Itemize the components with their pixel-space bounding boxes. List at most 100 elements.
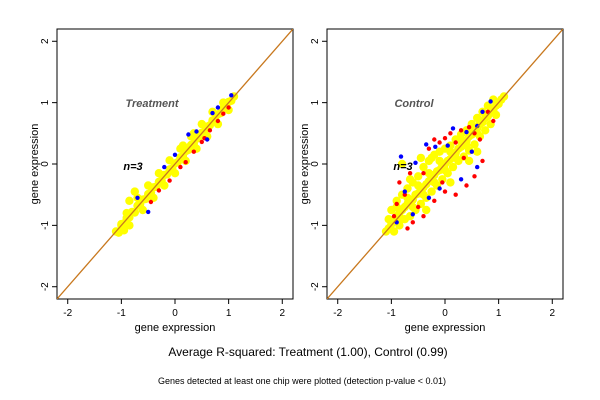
x-tick-label: 0 bbox=[442, 308, 448, 319]
red-data-point bbox=[480, 158, 485, 164]
yellow-data-point bbox=[219, 98, 228, 107]
yellow-data-point bbox=[422, 205, 431, 215]
yellow-data-point bbox=[138, 205, 147, 215]
yellow-data-point bbox=[430, 178, 439, 187]
yellow-data-point bbox=[165, 156, 174, 165]
yellow-data-point bbox=[419, 190, 428, 199]
yellow-data-point bbox=[481, 126, 490, 135]
y-tick-label: 1 bbox=[40, 99, 51, 105]
yellow-data-point bbox=[427, 153, 436, 163]
summary-caption: Average R-squared: Treatment (1.00), Con… bbox=[168, 345, 447, 359]
red-data-point bbox=[421, 214, 426, 219]
yellow-data-point bbox=[384, 215, 393, 224]
red-data-point bbox=[442, 136, 448, 141]
y-tick-label: -2 bbox=[310, 282, 321, 291]
red-data-point bbox=[461, 155, 466, 161]
blue-data-point bbox=[464, 129, 469, 135]
x-tick-label: 0 bbox=[172, 308, 178, 319]
blue-data-point bbox=[194, 129, 199, 134]
x-tick-label: -1 bbox=[117, 308, 126, 319]
blue-data-point bbox=[172, 152, 178, 157]
yellow-data-point bbox=[125, 221, 134, 230]
x-tick-label: -2 bbox=[63, 308, 72, 319]
x-tick-label: 1 bbox=[496, 308, 502, 319]
blue-data-point bbox=[135, 195, 140, 200]
sample-count-label: n=3 bbox=[393, 161, 412, 173]
control-scatter-panel: -2 -1 0 1 2 -2 -1 0 1 2 Control n=3 gene express… bbox=[299, 28, 564, 334]
y-tick-label: -1 bbox=[310, 220, 321, 229]
red-data-point bbox=[458, 128, 464, 133]
red-data-point bbox=[405, 226, 410, 231]
blue-data-point bbox=[469, 149, 474, 154]
sample-count-label: n=3 bbox=[123, 161, 142, 173]
red-data-point bbox=[156, 188, 162, 193]
x-tick-label: -2 bbox=[333, 308, 342, 319]
red-data-point bbox=[221, 111, 226, 116]
yellow-data-point bbox=[154, 169, 164, 178]
y-tick-label: 0 bbox=[310, 161, 321, 167]
blue-data-point bbox=[475, 164, 480, 170]
yellow-data-point bbox=[419, 162, 428, 172]
x-tick-label: -1 bbox=[387, 308, 396, 319]
yellow-data-point bbox=[491, 110, 501, 120]
red-data-point bbox=[440, 180, 445, 185]
yellow-data-point bbox=[144, 181, 153, 190]
yellow-data-point bbox=[483, 101, 493, 110]
yellow-data-point bbox=[473, 147, 482, 156]
blue-data-point bbox=[480, 109, 485, 115]
red-data-point bbox=[215, 118, 221, 124]
blue-data-point bbox=[458, 177, 464, 182]
blue-data-point bbox=[488, 99, 493, 104]
panel-title: Treatment bbox=[126, 98, 180, 110]
y-tick-label: -2 bbox=[40, 282, 51, 291]
red-data-point bbox=[148, 199, 154, 205]
yellow-data-point bbox=[178, 141, 188, 150]
red-data-point bbox=[402, 192, 407, 197]
identity-line bbox=[57, 29, 293, 299]
panel-title: Control bbox=[394, 98, 434, 110]
red-data-point bbox=[491, 118, 496, 124]
red-data-point bbox=[448, 131, 453, 136]
blue-data-point bbox=[205, 137, 210, 142]
red-data-point bbox=[410, 220, 415, 225]
yellow-data-point bbox=[397, 215, 407, 224]
y-tick-label: 2 bbox=[310, 38, 321, 44]
y-tick-label: -1 bbox=[40, 220, 51, 229]
red-data-point bbox=[207, 128, 213, 133]
y-axis-title: gene expression bbox=[299, 124, 311, 205]
red-data-point bbox=[178, 164, 183, 170]
x-axis-ticks: -2 -1 0 1 2 bbox=[63, 299, 285, 319]
yellow-data-point bbox=[462, 141, 471, 150]
x-axis-ticks: -2 -1 0 1 2 bbox=[333, 299, 555, 319]
yellow-data-point bbox=[130, 208, 139, 217]
y-tick-label: 1 bbox=[310, 99, 321, 105]
yellow-data-point bbox=[416, 153, 426, 163]
yellow-data-point bbox=[405, 175, 415, 184]
blue-data-point bbox=[398, 154, 404, 159]
red-data-point bbox=[183, 160, 188, 165]
red-data-point bbox=[391, 214, 397, 219]
blue-data-point bbox=[146, 209, 151, 215]
blue-data-point bbox=[186, 132, 191, 137]
blue-data-point bbox=[162, 164, 167, 170]
blue-data-point bbox=[445, 143, 450, 148]
y-tick-label: 0 bbox=[40, 161, 51, 167]
yellow-data-point bbox=[451, 153, 460, 163]
yellow-data-point bbox=[170, 169, 180, 178]
yellow-data-point bbox=[160, 181, 169, 190]
blue-data-point bbox=[402, 189, 407, 194]
yellow-data-point bbox=[438, 175, 447, 184]
x-axis-title: gene expression bbox=[405, 322, 486, 334]
yellow-data-point bbox=[408, 202, 417, 212]
yellow-data-point bbox=[427, 187, 436, 196]
yellow-data-point bbox=[424, 169, 434, 178]
x-tick-label: 2 bbox=[549, 308, 555, 319]
y-axis-title: gene expression bbox=[29, 124, 41, 205]
red-data-point bbox=[191, 149, 196, 154]
yellow-data-point bbox=[473, 113, 482, 123]
blue-data-point bbox=[210, 110, 215, 116]
x-axis-title: gene expression bbox=[135, 322, 216, 334]
red-data-point bbox=[437, 140, 442, 145]
y-axis-ticks: -2 -1 0 1 2 bbox=[40, 38, 57, 291]
blue-data-point bbox=[426, 195, 432, 200]
